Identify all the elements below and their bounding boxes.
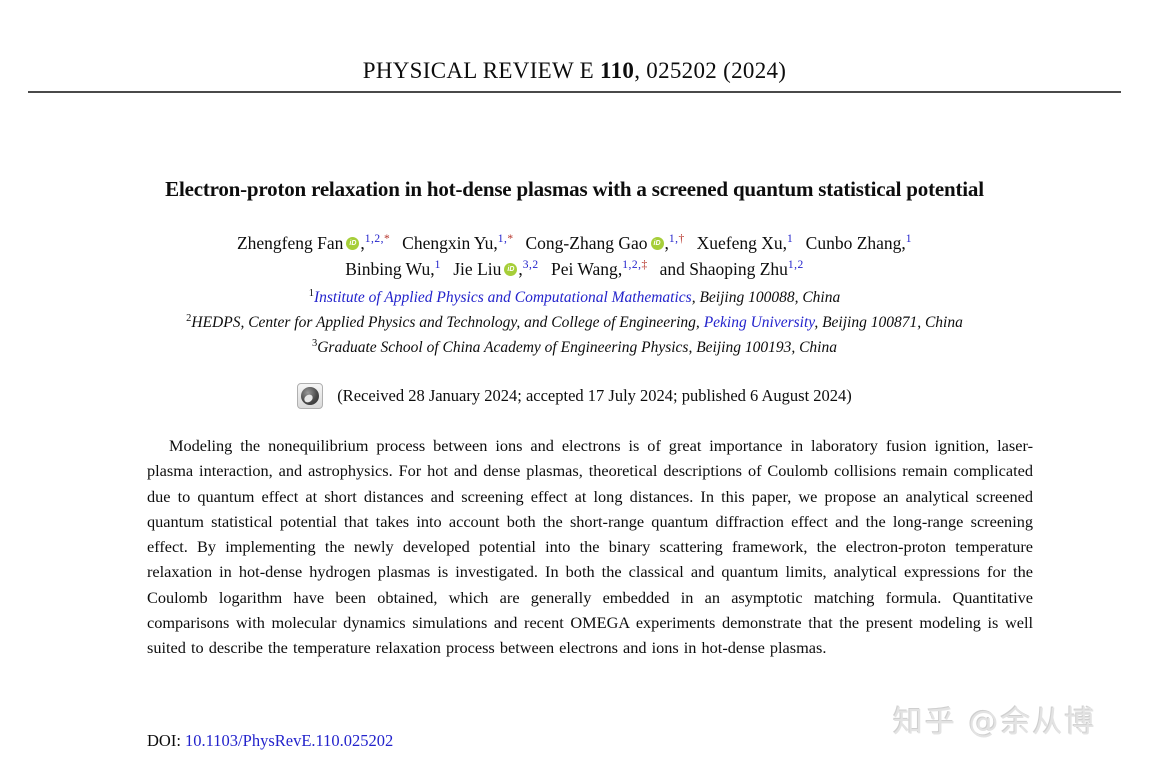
abstract-text: Modeling the nonequilibrium process betw… xyxy=(147,436,1033,658)
affiliation-text: Graduate School of China Academy of Engi… xyxy=(317,339,837,356)
author-name: Chengxin Yu xyxy=(402,233,494,253)
author-footnote-sup[interactable]: † xyxy=(678,233,685,245)
author-shaoping-zhu: and Shaoping Zhu1,2 xyxy=(660,259,804,279)
author-chengxin-yu: Chengxin Yu,1,* xyxy=(402,233,513,253)
author-affiliation-sup[interactable]: 1, xyxy=(497,233,508,245)
affiliation-2: 2HEDPS, Center for Applied Physics and T… xyxy=(0,313,1149,332)
author-zhengfeng-fan: Zhengfeng Fan,1,2,* xyxy=(237,233,390,253)
affiliation-number: 3 xyxy=(311,338,318,349)
authors-line-2: Binbing Wu,1 Jie Liu,3,2 Pei Wang,1,2,‡ … xyxy=(0,259,1149,280)
crossmark-circle xyxy=(301,387,320,405)
author-name: and Shaoping Zhu xyxy=(659,259,788,279)
journal-name: PHYSICAL REVIEW E xyxy=(362,58,601,83)
doi-label: DOI: xyxy=(147,731,186,750)
paper-title: Electron-proton relaxation in hot-dense … xyxy=(165,177,984,201)
author-pei-wang: Pei Wang,1,2,‡ xyxy=(551,259,647,279)
affiliation-1: 1Institute of Applied Physics and Comput… xyxy=(0,288,1149,307)
authors-line-1: Zhengfeng Fan,1,2,* Chengxin Yu,1,* Cong… xyxy=(0,233,1149,254)
author-separator: , xyxy=(493,233,498,253)
author-binbing-wu: Binbing Wu,1 xyxy=(345,259,441,279)
orcid-icon[interactable] xyxy=(650,237,664,250)
author-separator: , xyxy=(518,259,523,279)
dates-row: (Received 28 January 2024; accepted 17 J… xyxy=(0,383,1149,409)
author-separator: , xyxy=(782,233,788,253)
affiliation-number: 1 xyxy=(308,288,314,299)
author-cunbo-zhang: Cunbo Zhang,1 xyxy=(806,233,912,253)
received-accepted-published-line: (Received 28 January 2024; accepted 17 J… xyxy=(337,386,852,405)
author-affiliation-sup[interactable]: 1 xyxy=(434,259,441,271)
affiliation-location: , Beijing 100871, China xyxy=(814,314,963,331)
author-footnote-sup[interactable]: ‡ xyxy=(641,259,648,271)
zhihu-watermark: 知乎 @余从博 xyxy=(893,705,1097,740)
orcid-icon[interactable] xyxy=(346,237,360,250)
author-separator: , xyxy=(360,233,365,253)
author-affiliation-sup[interactable]: 1,2, xyxy=(364,233,385,245)
affiliation-text: HEDPS, Center for Applied Physics and Te… xyxy=(191,314,704,331)
author-affiliation-sup[interactable]: 1,2, xyxy=(622,259,642,271)
author-affiliation-sup[interactable]: 1 xyxy=(787,233,794,245)
orcid-icon[interactable] xyxy=(504,263,518,276)
author-name: Cong-Zhang Gao xyxy=(525,233,648,253)
author-separator: , xyxy=(430,259,435,279)
author-separator: , xyxy=(617,259,623,279)
author-cong-zhang-gao: Cong-Zhang Gao,1,† xyxy=(526,233,685,253)
author-xuefeng-xu: Xuefeng Xu,1 xyxy=(697,233,794,253)
affiliation-3: 3Graduate School of China Academy of Eng… xyxy=(0,338,1149,357)
author-affiliation-sup[interactable]: 3,2 xyxy=(522,259,539,271)
journal-volume: 110 xyxy=(600,58,635,83)
crossmark-check-for-updates-icon[interactable] xyxy=(297,383,324,409)
affiliation-institute-link[interactable]: Peking University xyxy=(703,314,815,331)
affiliation-location: , Beijing 100088, China xyxy=(691,289,841,306)
author-name: Zhengfeng Fan xyxy=(236,233,344,253)
affiliation-number: 2 xyxy=(186,313,192,324)
author-footnote-sup[interactable]: * xyxy=(507,233,514,245)
author-footnote-sup[interactable]: * xyxy=(384,233,390,245)
author-name: Pei Wang xyxy=(551,259,618,279)
author-affiliation-sup[interactable]: 1,2 xyxy=(787,259,804,271)
author-jie-liu: Jie Liu,3,2 xyxy=(453,259,538,279)
author-separator: , xyxy=(901,233,906,253)
affiliation-institute-link[interactable]: Institute of Applied Physics and Computa… xyxy=(313,289,692,306)
journal-header: PHYSICAL REVIEW E 110, 025202 (2024) xyxy=(0,58,1149,84)
author-affiliation-sup[interactable]: 1 xyxy=(905,233,913,245)
author-name: Binbing Wu xyxy=(345,259,431,279)
doi-line: DOI: 10.1103/PhysRevE.110.025202 xyxy=(147,731,393,751)
journal-issue-info: , 025202 (2024) xyxy=(634,58,787,83)
author-name: Xuefeng Xu xyxy=(696,233,783,253)
author-name: Cunbo Zhang xyxy=(805,233,902,253)
author-affiliation-sup[interactable]: 1, xyxy=(668,233,679,245)
author-separator: , xyxy=(664,233,669,253)
author-name: Jie Liu xyxy=(453,259,502,279)
doi-link[interactable]: 10.1103/PhysRevE.110.025202 xyxy=(185,731,394,750)
header-divider xyxy=(28,91,1121,93)
